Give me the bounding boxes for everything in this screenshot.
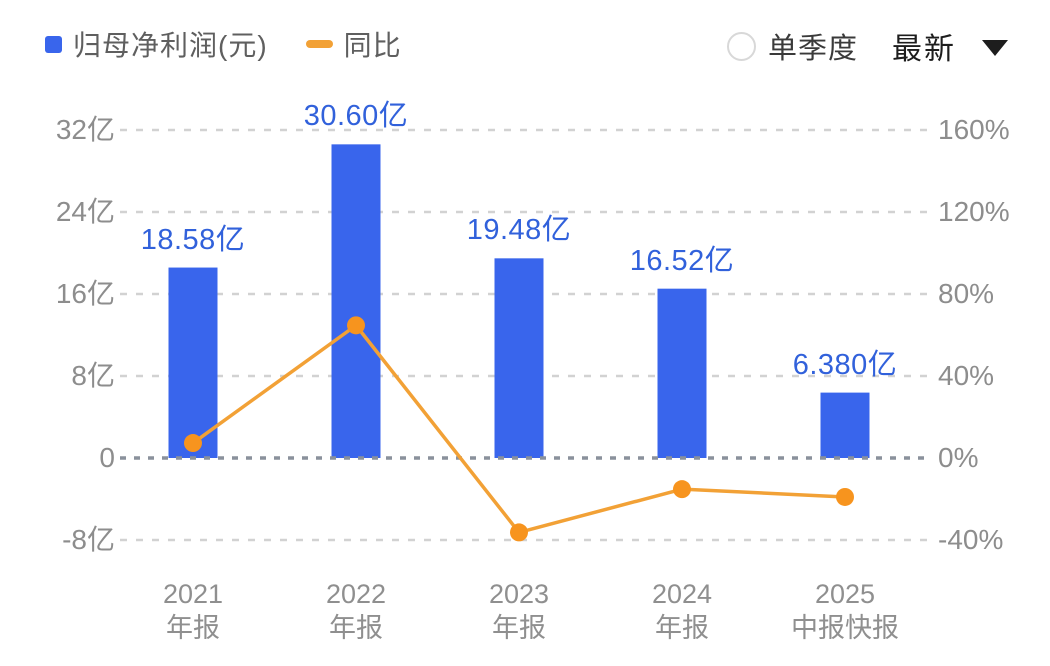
bar-2023[interactable] [494,258,544,458]
legend-item-yoy[interactable]: 同比 [305,24,402,64]
legend-item-net-profit[interactable]: 归母净利润(元) [45,24,268,64]
y-axis-left-tick: 32亿 [55,114,115,145]
yoy-point-2021[interactable] [184,434,202,453]
bar-2022[interactable] [331,144,381,458]
y-axis-right-tick: 80% [938,278,995,309]
bar-2024[interactable] [657,288,707,458]
y-axis-right-tick: 160% [938,114,1010,145]
y-axis-left-tick: -8亿 [62,524,115,555]
y-axis-left-tick: 0 [99,442,115,473]
bar-value-label: 6.380亿 [792,348,898,381]
yoy-point-2024[interactable] [673,480,691,499]
x-axis-label: 2021 年报 [162,579,224,643]
yoy-point-2023[interactable] [510,523,528,542]
y-axis-right-tick: 0% [938,442,979,473]
y-axis-right-tick: 120% [938,196,1010,227]
quarterly-radio-label[interactable]: 单季度 [767,33,858,65]
period-dropdown[interactable]: 最新 [892,24,1008,68]
bar-value-label: 16.52亿 [629,244,735,277]
yoy-point-2022[interactable] [347,316,365,335]
line-series-swatch [305,40,333,48]
bar-series-swatch [45,35,62,53]
y-axis-left-tick: 8亿 [71,360,115,391]
chart-controls: 单季度 最新 [726,24,1008,68]
x-axis-label: 2023 年报 [488,579,550,643]
quarterly-radio[interactable] [726,31,756,61]
yoy-point-2025[interactable] [836,487,854,506]
bar-2021[interactable] [168,267,218,458]
line-series-label: 同比 [343,30,402,61]
chevron-down-icon [982,40,1008,56]
bar-value-label: 30.60亿 [303,100,409,133]
x-axis-label: 2024 年报 [651,579,713,643]
legend: 归母净利润(元) 同比 [45,24,402,64]
y-axis-left-tick: 24亿 [55,196,115,227]
bar-value-label: 19.48亿 [466,214,572,247]
bar-series-label: 归母净利润(元) [73,30,268,61]
period-dropdown-value: 最新 [892,33,956,66]
y-axis-right-tick: -40% [938,524,1004,555]
x-axis-label: 2022 年报 [325,579,387,643]
x-axis-label: 2025 中报快报 [791,579,899,643]
y-axis-left-tick: 16亿 [55,278,115,309]
bar-2025[interactable] [820,392,870,458]
y-axis-right-tick: 40% [938,360,995,391]
bar-value-label: 18.58亿 [140,223,246,256]
